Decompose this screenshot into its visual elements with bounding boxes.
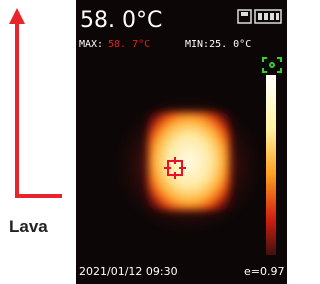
hot-object bbox=[148, 112, 230, 210]
arrow bbox=[17, 22, 62, 196]
max-label: MAX: bbox=[79, 39, 103, 50]
page: 58. 0°C MAX: 58. 7°C MIN:25. 0°C 2021/01… bbox=[0, 0, 287, 284]
timestamp: 2021/01/12 09:30 bbox=[79, 265, 178, 278]
temperature: 58. 0°C bbox=[80, 8, 162, 33]
min-value: MIN:25. 0°C bbox=[185, 39, 251, 50]
max-value: 58. 7°C bbox=[108, 39, 150, 50]
emissivity: e=0.97 bbox=[244, 265, 284, 278]
color-scale bbox=[266, 75, 276, 255]
arrow-head bbox=[9, 8, 25, 24]
annotation-label: Lava bbox=[9, 217, 48, 237]
